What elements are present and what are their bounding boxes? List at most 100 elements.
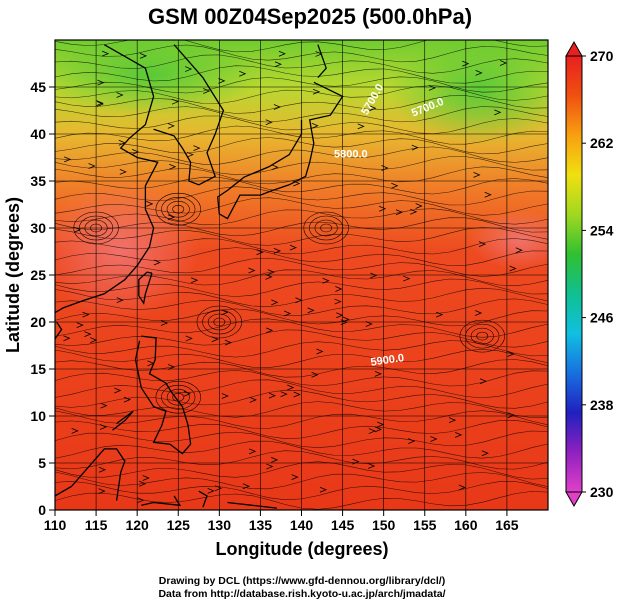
wind-arrow — [256, 249, 264, 256]
grid — [55, 40, 548, 510]
wind-arrow — [374, 371, 382, 377]
wind-arrow — [160, 320, 169, 326]
wind-arrow — [415, 203, 423, 209]
wind-arrow — [142, 475, 150, 481]
credit-line-1: Drawing by DCL (https://www.gfd-dennou.o… — [159, 575, 445, 587]
wind-arrow — [184, 66, 193, 72]
credit-line-2: Data from http://database.rish.kyoto-u.a… — [158, 588, 445, 600]
wind-arrow — [183, 390, 191, 397]
coastline — [138, 271, 153, 305]
wind-arrow — [283, 310, 292, 317]
y-tick-label: 25 — [30, 267, 46, 283]
coastline — [317, 44, 327, 79]
y-tick-label: 45 — [30, 79, 46, 95]
wind-arrow — [311, 371, 319, 378]
wind-arrow — [368, 428, 376, 434]
coastline — [134, 335, 192, 455]
wind-arrow — [395, 209, 404, 216]
x-tick-label: 155 — [413, 517, 437, 533]
wind-arrow — [391, 182, 399, 189]
x-tick-label: 110 — [44, 517, 67, 533]
wind-arrow — [411, 144, 419, 151]
wind-arrow — [137, 497, 145, 504]
wind-arrow — [287, 384, 295, 391]
wind-arrow — [319, 486, 327, 493]
wind-arrow — [312, 88, 321, 95]
wind-arrow — [291, 474, 299, 480]
y-tick-label: 40 — [30, 126, 46, 142]
coastline — [198, 490, 208, 508]
colorbar-tick-label: 230 — [590, 484, 614, 500]
wind-arrow — [64, 156, 72, 163]
wind-arrow — [224, 339, 232, 346]
wind-arrow — [76, 322, 84, 328]
wind-arrow — [458, 484, 466, 491]
wind-arrow — [270, 457, 279, 463]
contour-label: 5900.0 — [370, 352, 405, 369]
coastlines — [55, 44, 344, 509]
wind-arrow — [71, 428, 79, 434]
wind-arrow — [289, 244, 297, 251]
x-tick-label: 120 — [125, 517, 149, 533]
contour-label: 5800.0 — [334, 149, 368, 161]
x-tick-label: 125 — [167, 517, 191, 533]
wind-arrow — [316, 348, 324, 355]
wind-arrow — [63, 335, 71, 342]
wind-arrow — [167, 122, 175, 129]
x-tick-label: 145 — [331, 517, 355, 533]
wind-arrow — [494, 109, 502, 116]
y-tick-label: 30 — [30, 220, 46, 236]
wind-arrow — [430, 436, 438, 442]
wind-arrow — [369, 105, 377, 112]
wind-arrow — [242, 483, 250, 490]
wind-arrow — [84, 331, 92, 337]
y-tick-label: 10 — [30, 408, 46, 424]
wind-arrow — [116, 297, 124, 304]
y-axis-label: Latitude (degrees) — [3, 197, 23, 353]
wind-arrow — [207, 487, 215, 494]
y-tick-label: 15 — [30, 361, 46, 377]
wind-arrow — [139, 480, 147, 487]
wind-arrow — [484, 191, 492, 198]
colorbar-max-arrow — [565, 40, 583, 57]
wind-arrow — [186, 151, 194, 158]
wind-arrow — [515, 247, 523, 254]
wind-arrow — [139, 53, 148, 59]
wind-arrow — [248, 448, 257, 455]
wind-arrow — [278, 50, 286, 57]
wind-arrow — [98, 466, 107, 473]
colorbar-min-arrow — [565, 491, 583, 508]
wind-arrow — [410, 208, 418, 215]
x-tick-label: 130 — [208, 517, 232, 533]
wind-arrow — [239, 70, 247, 77]
wind-arrow — [478, 241, 487, 247]
wind-arrow — [271, 299, 279, 306]
wind-arrow — [377, 421, 385, 428]
wind-arrow — [267, 269, 275, 275]
wind-arrow — [273, 104, 281, 110]
wind-arrow — [367, 463, 376, 469]
wind-arrow — [265, 119, 273, 126]
x-tick-label: 135 — [249, 517, 273, 533]
wind-arrow — [274, 61, 282, 68]
wind-arrow — [435, 311, 444, 318]
wind-arrow — [509, 265, 517, 272]
coastline — [55, 44, 159, 314]
wind-arrow — [248, 267, 256, 274]
wind-arrow — [146, 201, 154, 207]
chart-title: GSM 00Z04Sep2025 (500.0hPa) — [148, 4, 472, 29]
wind-arrow — [185, 335, 193, 342]
wind-arrow — [114, 387, 122, 394]
coastline — [141, 495, 182, 507]
colorbar-tick-label: 238 — [590, 397, 614, 413]
wind-arrow — [119, 169, 127, 175]
y-tick-label: 35 — [30, 173, 46, 189]
coastline — [55, 321, 63, 341]
wind-arrow — [462, 60, 470, 67]
x-tick-label: 150 — [372, 517, 396, 533]
wind-arrow — [169, 163, 177, 170]
wind-arrow — [88, 163, 96, 169]
colorbar-scale — [565, 55, 583, 493]
cool-region — [390, 40, 548, 145]
